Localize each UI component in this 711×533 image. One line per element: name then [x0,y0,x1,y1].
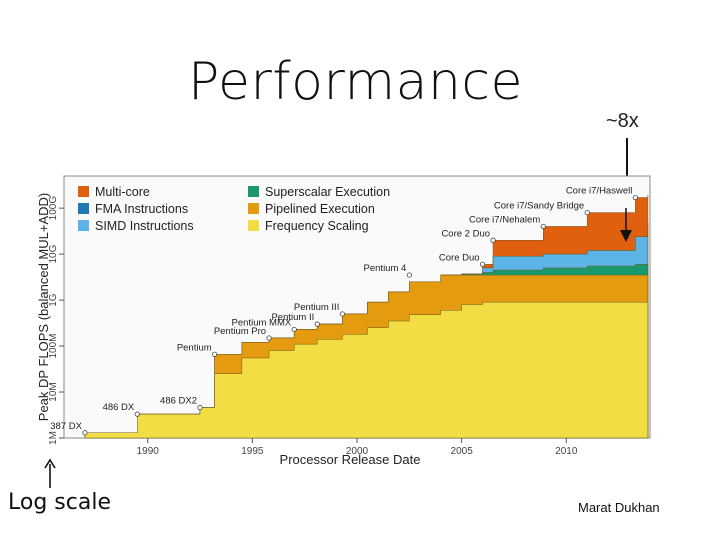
processor-label: Core i7/Sandy Bridge [494,201,584,212]
log-scale-label: Log scale [8,490,111,515]
processor-marker [632,194,638,201]
y-tick-label: 100M [48,334,59,359]
y-tick-label: 1M [48,431,59,445]
legend-swatch [248,203,259,214]
processor-marker [134,411,140,417]
x-tick-label: 2000 [346,446,369,457]
processor-marker [197,404,203,411]
x-axis-label: Processor Release Date [280,452,421,467]
processor-marker [291,326,297,333]
processor-marker [479,261,486,267]
legend-label: Pipelined Execution [265,202,375,216]
area-frequency-scaling [84,301,649,439]
speedup-callout: ~8x [606,110,639,132]
legend: Multi-core FMA Instructions SIMD Instructi… [78,185,390,233]
processor-label: Core Duo [439,252,480,263]
legend-label: FMA Instructions [95,202,188,216]
processor-label: Pentium II [271,312,314,323]
x-tick-label: 1995 [241,446,264,457]
y-tick-label: 1G [48,293,59,307]
processor-marker [82,430,88,436]
processor-label: Core i7/Haswell [566,186,633,197]
legend-swatch [78,186,89,197]
legend-swatch [78,220,89,231]
legend-label: Multi-core [95,185,150,199]
processor-label: 486 DX [103,402,135,413]
legend-label: SIMD Instructions [95,219,194,233]
x-tick-label: 2005 [451,446,474,457]
processor-marker [339,311,345,317]
processor-label: Pentium 4 [364,263,407,274]
processor-label: 486 DX2 [160,396,197,407]
y-axis-label: Peak DP FLOPS (balanced MUL+ADD) [36,193,51,421]
processor-label: Core 2 Duo [441,228,490,239]
axes: 1990 1995 2000 2005 2010 1M 10M 100M 1G 10G 100G [48,196,578,457]
processor-label: Pentium MMX [232,317,292,328]
processor-marker [406,272,412,278]
processor-label: Pentium III [294,302,339,313]
y-tick-label: 100G [48,196,59,221]
slide-title: Performance [187,52,524,112]
x-tick-label: 2010 [555,446,578,457]
processor-marker [212,351,218,357]
stacked-areas [84,195,649,439]
processor-label: 387 DX [50,421,82,432]
legend-label: Frequency Scaling [265,219,369,233]
log-scale-arrow [44,458,56,488]
processor-marker [314,321,320,327]
legend-swatch [78,203,89,214]
y-tick-label: 10G [48,244,59,263]
legend-swatch [248,220,259,231]
legend-swatch [248,186,259,197]
processor-marker [584,209,590,216]
processor-label: Core i7/Nehalem [469,214,540,225]
processor-marker [266,335,272,341]
processor-marker [540,223,546,230]
processor-label: Pentium [177,342,212,353]
x-tick-label: 1990 [137,446,160,457]
y-tick-label: 10M [48,382,59,401]
processor-label: Pentium Pro [214,326,266,337]
legend-label: Superscalar Execution [265,185,390,199]
author-credit: Marat Dukhan [578,500,660,515]
processor-marker [490,237,496,243]
